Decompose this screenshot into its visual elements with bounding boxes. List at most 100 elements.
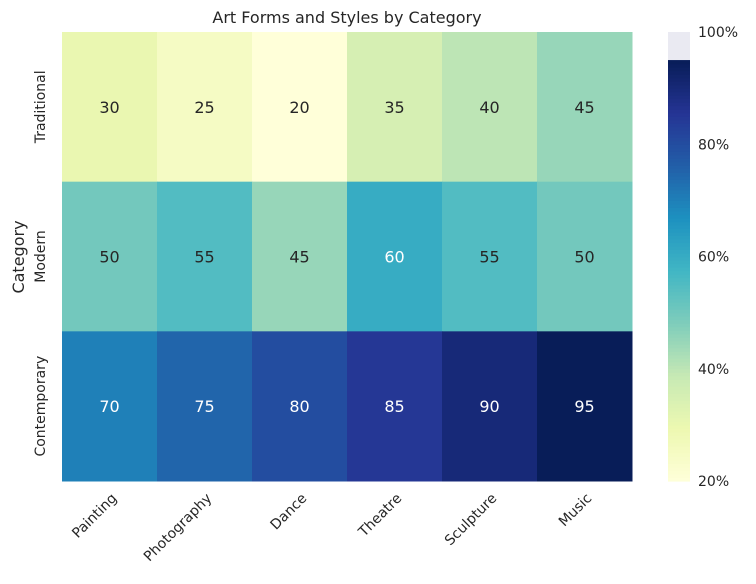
x-tick-label: Sculpture (442, 491, 500, 549)
cell-value-label: 85 (384, 397, 404, 416)
colorbar-segment (668, 466, 690, 472)
colorbar-segment (668, 277, 690, 282)
colorbar-segment (668, 449, 690, 454)
heatmap-cell (252, 181, 348, 332)
colorbar-segment (668, 424, 690, 429)
heatmap-cell (157, 32, 253, 183)
colorbar-segment (668, 123, 690, 128)
colorbar-segment (668, 431, 690, 436)
x-tick-labels: Painting Photography Dance Theatre Sculpture… (69, 491, 595, 565)
heatmap-cell (347, 32, 443, 183)
colorbar-segment (668, 133, 690, 138)
colorbar-segment (668, 172, 690, 177)
colorbar-tick-label: 60% (698, 250, 729, 266)
cell-value-label: 90 (479, 397, 499, 416)
colorbar-segment (668, 256, 690, 261)
colorbar-segment (668, 193, 690, 198)
colorbar-segment (668, 344, 690, 349)
colorbar-segment (668, 74, 690, 79)
colorbar-segment (668, 175, 690, 180)
colorbar-segment (668, 389, 690, 394)
y-tick-labels: Traditional Modern Contemporary (33, 70, 49, 456)
colorbar-segment (668, 88, 690, 93)
colorbar-segment (668, 463, 690, 468)
colorbar-segment (668, 473, 690, 479)
colorbar-segment (668, 302, 690, 307)
colorbar-tick-label: 40% (698, 362, 729, 378)
colorbar-segment (668, 144, 690, 149)
colorbar-segment (668, 284, 690, 289)
colorbar-segment (668, 119, 690, 124)
colorbar-segment (668, 77, 690, 82)
cell-value-label: 50 (99, 248, 119, 267)
cell-value-label: 45 (289, 248, 309, 267)
colorbar-segment (668, 386, 690, 391)
colorbar-segment (668, 151, 690, 156)
colorbar-segment (668, 228, 690, 233)
cell-value-label: 45 (574, 98, 594, 117)
colorbar-segment (668, 60, 690, 65)
colorbar-segment (668, 182, 690, 187)
heatmap-cell (62, 331, 158, 482)
colorbar-segment (668, 442, 690, 447)
colorbar-segment (668, 459, 690, 465)
colorbar-segment (668, 372, 690, 377)
colorbar-tick-label: 80% (698, 137, 729, 153)
colorbar-segment (668, 452, 690, 458)
cell-value-label: 50 (574, 248, 594, 267)
colorbar-segment (668, 116, 690, 121)
colorbar-tick-label: 100% (698, 25, 738, 41)
heatmap-cell (537, 181, 633, 332)
heatmap-cell (537, 32, 633, 183)
colorbar-segment (668, 417, 690, 422)
colorbar-segment (668, 137, 690, 142)
cell-value-label: 70 (99, 397, 119, 416)
colorbar-segment (668, 312, 690, 317)
colorbar-segment (668, 421, 690, 426)
colorbar-segment (668, 126, 690, 131)
x-tick-label: Music (556, 491, 595, 530)
colorbar-segment (668, 168, 690, 173)
heatmap-cell (442, 32, 538, 183)
colorbar-segment (668, 340, 690, 345)
colorbar-segment (668, 84, 690, 89)
colorbar-segment (668, 210, 690, 216)
colorbar: 20% 40% 60% 80% 100% (668, 25, 738, 490)
colorbar-segment (668, 288, 690, 293)
y-tick-label: Contemporary (33, 356, 49, 457)
colorbar-segment (668, 323, 690, 328)
cell-value-label: 60 (384, 248, 404, 267)
colorbar-segment (668, 231, 690, 237)
cell-value-label: 55 (479, 248, 499, 267)
colorbar-segment (668, 298, 690, 303)
colorbar-segment (668, 368, 690, 373)
colorbar-segment (668, 354, 690, 359)
colorbar-segment (668, 130, 690, 135)
colorbar-segment (668, 382, 690, 387)
colorbar-segment (668, 161, 690, 166)
colorbar-segment (668, 291, 690, 296)
colorbar-segment (668, 91, 690, 96)
x-tick-label: Dance (268, 491, 311, 534)
cell-value-label: 30 (99, 98, 119, 117)
colorbar-segment (668, 196, 690, 201)
heatmap-cell (62, 181, 158, 332)
colorbar-segment (668, 281, 690, 286)
colorbar-segment (668, 95, 690, 100)
heatmap-cell (62, 32, 158, 183)
cell-value-label: 95 (574, 397, 594, 416)
heatmap-cell (157, 331, 253, 482)
colorbar-segment (668, 200, 690, 205)
colorbar-segment (668, 63, 690, 68)
colorbar-segment (668, 81, 690, 86)
cell-value-label: 40 (479, 98, 499, 117)
heatmap-cells: 30 25 20 35 40 45 50 55 45 60 55 50 70 75 80 85 90 95 (62, 32, 633, 482)
heatmap-cell (347, 181, 443, 332)
cell-value-label: 75 (194, 397, 214, 416)
chart-title: Art Forms and Styles by Category (212, 8, 481, 27)
colorbar-segment (668, 189, 690, 194)
colorbar-segment (668, 470, 690, 475)
colorbar-segment (668, 428, 690, 433)
colorbar-segment (668, 245, 690, 251)
heatmap-cell (442, 181, 538, 332)
